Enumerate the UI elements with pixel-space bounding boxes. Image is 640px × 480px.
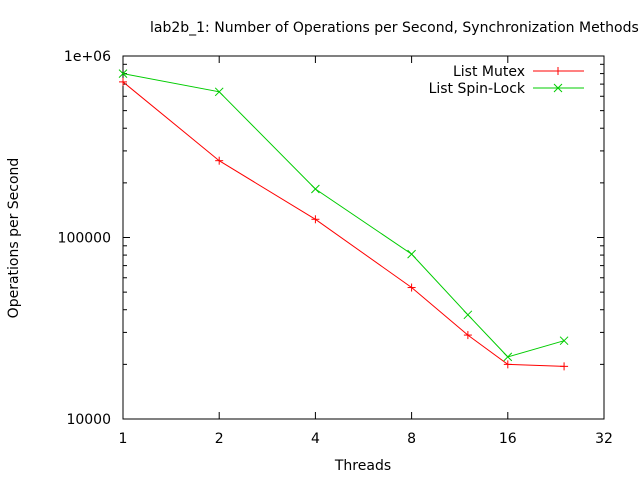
- chart-title: lab2b_1: Number of Operations per Second…: [150, 20, 639, 36]
- series-line: [122, 73, 565, 358]
- data-point-marker: [214, 87, 224, 97]
- data-point-marker: [559, 336, 569, 346]
- data-point-marker: [407, 249, 416, 259]
- y-tick-label: 10000: [66, 412, 111, 428]
- axis-ticks: 1 2 4 8 16 32 10000 100000 1e+06: [58, 49, 613, 447]
- series-layer: [118, 69, 569, 371]
- data-point-marker: [463, 310, 473, 320]
- series-line: [122, 81, 565, 367]
- y-axis-label: Operations per Second: [6, 158, 22, 319]
- legend-label: List Mutex: [453, 64, 525, 80]
- data-point-marker: [311, 184, 320, 194]
- x-tick-label: 4: [311, 431, 320, 447]
- data-point-marker: [553, 83, 563, 93]
- series-1: [119, 77, 569, 371]
- x-tick-label: 2: [215, 431, 224, 447]
- y-tick-label: 1e+06: [64, 49, 111, 65]
- data-point-marker: [503, 352, 513, 362]
- data-point-marker: [118, 69, 128, 78]
- y-tick-label: 100000: [58, 231, 111, 247]
- series-2: [118, 69, 569, 362]
- legend-label: List Spin-Lock: [429, 81, 526, 97]
- plot-frame: [122, 55, 605, 420]
- x-tick-label: 32: [595, 431, 613, 447]
- x-tick-label: 16: [499, 431, 517, 447]
- x-tick-label: 8: [407, 431, 416, 447]
- x-tick-label: 1: [119, 431, 128, 447]
- x-axis-label: Threads: [334, 458, 391, 474]
